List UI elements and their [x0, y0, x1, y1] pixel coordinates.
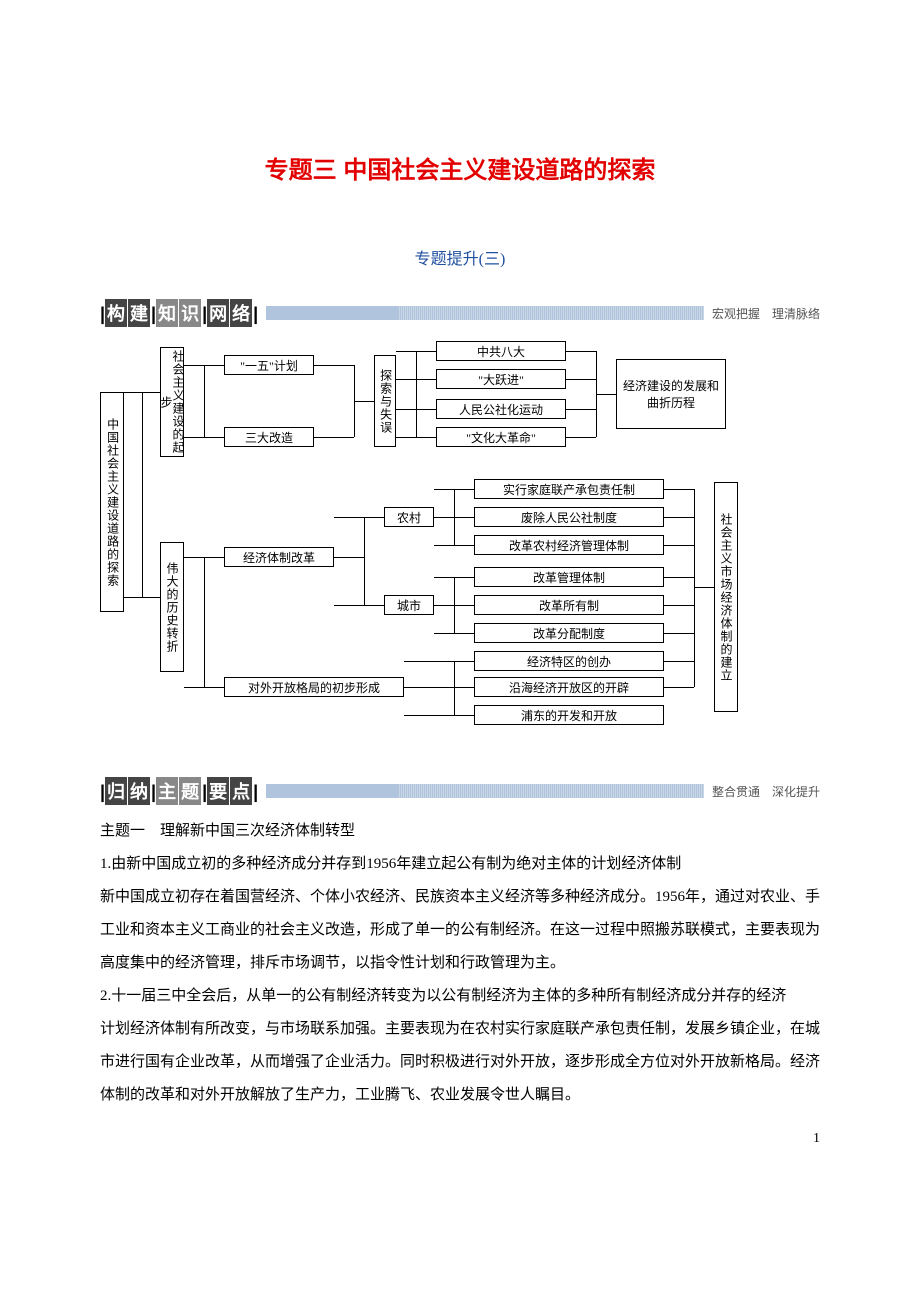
p1-body: 新中国成立初存在着国营经济、个体小农经济、民族资本主义经济等多种经济成分。195…: [100, 881, 820, 980]
node-cr3: 改革分配制度: [474, 623, 664, 643]
node-nr3: 改革农村经济管理体制: [474, 535, 664, 555]
node-root: 中国社会主义建设道路的探索: [100, 392, 124, 612]
node-c3: 探索与失误: [374, 355, 396, 447]
node-k3: 浦东的开发和开放: [474, 705, 664, 725]
node-c4: 经济体制改革: [224, 547, 334, 567]
node-b2: 伟大的历史转折: [160, 542, 184, 672]
section1-header: |构建|知识|网络| 宏观把握 理清脉络: [100, 299, 820, 327]
node-nr2: 废除人民公社制度: [474, 507, 664, 527]
node-nc: 农村: [384, 507, 434, 527]
page-number: 1: [813, 1131, 820, 1147]
p2-head: 2.十一届三中全会后，从单一的公有制经济转变为以公有制经济为主体的多种所有制经济…: [100, 980, 820, 1013]
node-k1: 经济特区的创办: [474, 651, 664, 671]
node-e1: 经济建设的发展和曲折历程: [616, 359, 726, 429]
node-cr1: 改革管理体制: [474, 567, 664, 587]
node-c5: 对外开放格局的初步形成: [224, 677, 404, 697]
node-c2: 三大改造: [224, 427, 314, 447]
p2-body: 计划经济体制有所改变，与市场联系加强。主要表现为在农村实行家庭联产承包责任制，发…: [100, 1013, 820, 1112]
knowledge-diagram: 中国社会主义建设道路的探索 社会主义建设的起步 "一五"计划 三大改造 探索与失…: [100, 337, 820, 757]
section1-tag: 宏观把握 理清脉络: [712, 305, 820, 322]
section1-title: |构建|知识|网络|: [100, 299, 258, 327]
node-nr1: 实行家庭联产承包责任制: [474, 479, 664, 499]
subtitle: 专题提升(三): [100, 245, 820, 269]
node-d3: 人民公社化运动: [436, 399, 566, 419]
theme1-title: 主题一 理解新中国三次经济体制转型: [100, 815, 820, 848]
section2-tag: 整合贯通 深化提升: [712, 783, 820, 800]
node-d1: 中共八大: [436, 341, 566, 361]
main-title: 专题三 中国社会主义建设道路的探索: [100, 150, 820, 185]
section2-bar: [266, 784, 704, 798]
node-k2: 沿海经济开放区的开辟: [474, 677, 664, 697]
section2-header: |归纳|主题|要点| 整合贯通 深化提升: [100, 777, 820, 805]
body-text: 主题一 理解新中国三次经济体制转型 1.由新中国成立初的多种经济成分并存到195…: [100, 815, 820, 1112]
node-b1: 社会主义建设的起步: [160, 347, 184, 457]
node-cr2: 改革所有制: [474, 595, 664, 615]
node-cs: 城市: [384, 595, 434, 615]
section1-bar: [266, 306, 704, 320]
node-c1: "一五"计划: [224, 355, 314, 375]
section2-title: |归纳|主题|要点|: [100, 777, 258, 805]
node-goal: 社会主义市场经济体制的建立: [714, 482, 738, 712]
page-container: 专题三 中国社会主义建设道路的探索 专题提升(三) |构建|知识|网络| 宏观把…: [0, 0, 920, 1172]
node-d2: "大跃进": [436, 369, 566, 389]
p1-head: 1.由新中国成立初的多种经济成分并存到1956年建立起公有制为绝对主体的计划经济…: [100, 848, 820, 881]
node-d4: "文化大革命": [436, 427, 566, 447]
